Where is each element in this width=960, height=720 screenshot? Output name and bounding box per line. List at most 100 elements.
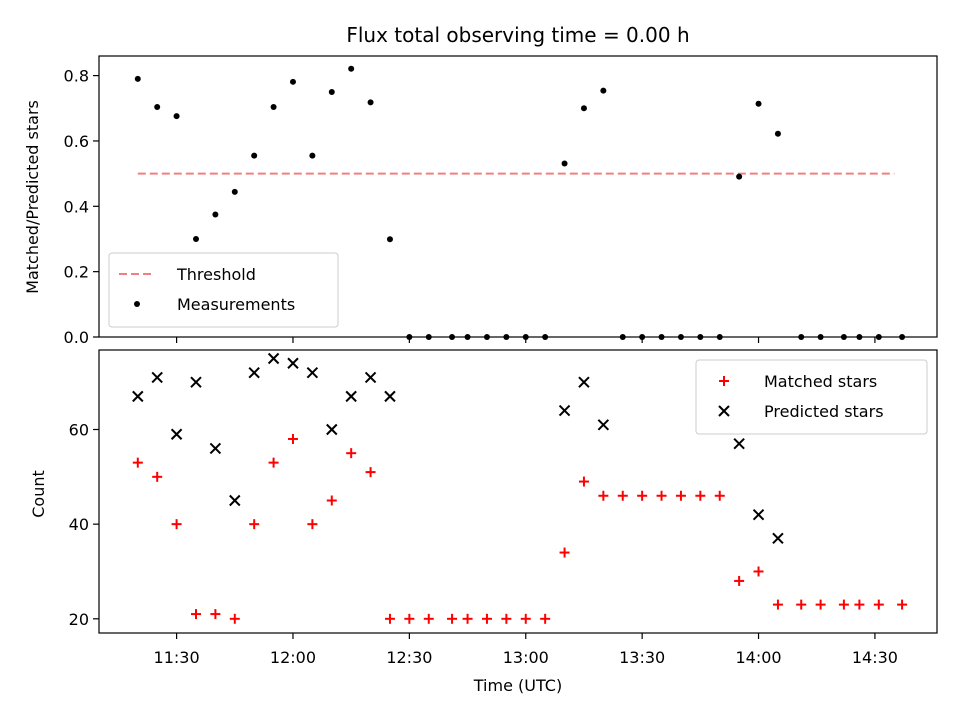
matched-star-point [268, 457, 279, 468]
predicted-star-point [597, 419, 610, 431]
x-tick-label: 14:00 [735, 648, 781, 667]
x-b [151, 371, 163, 384]
x-b [170, 428, 183, 440]
matched-star-point [854, 599, 865, 610]
x-b [772, 532, 784, 545]
measurement-point [154, 103, 161, 110]
bottom-panel: 20 40 60 11:30 12:00 12:30 13:00 13:30 14:00 14:3… [69, 349, 938, 667]
measurement-point [212, 211, 219, 218]
matched-star-point [462, 613, 473, 624]
measurement-point [173, 113, 180, 120]
matched-star-point [559, 547, 570, 558]
matched-star-point [695, 490, 706, 501]
predicted-star-point [733, 437, 745, 450]
measurement-point [580, 105, 587, 112]
bottom-y-axis-label: Count [29, 470, 48, 518]
x-b [733, 437, 745, 450]
legend-predicted-swatch [718, 405, 730, 417]
y-tick-label: 60 [69, 421, 89, 440]
predicted-star-point [132, 390, 144, 403]
matched-star-point [404, 613, 415, 624]
matched-star-point [501, 613, 512, 624]
predicted-star-point [306, 367, 319, 379]
matched-star-point [578, 476, 589, 487]
matched-star-point [249, 519, 260, 530]
matched-star-point [772, 599, 783, 610]
legend-label: Measurements [177, 295, 295, 314]
measurement-point [134, 75, 141, 82]
matched-star-point [307, 519, 318, 530]
x-b [558, 404, 571, 417]
matched-star-point [796, 599, 807, 610]
matched-star-point [753, 566, 764, 577]
measurement-point [328, 88, 335, 95]
matched-star-point [171, 519, 182, 530]
y-tick-label: 0.0 [64, 328, 89, 347]
x-b [229, 494, 241, 507]
legend-label: Predicted stars [764, 402, 884, 421]
matched-star-point [481, 613, 492, 624]
measurement-point [289, 78, 296, 85]
matched-star-point [540, 613, 551, 624]
predicted-star-point [752, 508, 765, 521]
plot-frame [98, 55, 938, 338]
predicted-star-point [364, 371, 377, 384]
matched-star-point [132, 457, 143, 468]
x-b [326, 423, 338, 436]
predicted-star-point [326, 423, 338, 436]
matched-star-point [598, 490, 609, 501]
y-tick-label: 0.4 [64, 197, 89, 216]
x-tick-label: 13:00 [503, 648, 549, 667]
matched-star-point [229, 613, 240, 624]
measurement-point [231, 188, 238, 195]
matched-star-point [152, 471, 163, 482]
x-b [287, 357, 299, 369]
matched-star-point [287, 433, 298, 444]
measurement-point [348, 65, 355, 72]
matched-star-point [423, 613, 434, 624]
matched-star-point [675, 490, 686, 501]
predicted-star-point [248, 367, 260, 379]
x-b [752, 508, 765, 521]
x-tick-label: 11:30 [154, 648, 200, 667]
y-tick-label: 40 [69, 515, 89, 534]
predicted-star-point [209, 442, 222, 455]
measurement-point [309, 152, 316, 159]
x-b [345, 390, 357, 403]
x-tick-label: 14:30 [852, 648, 898, 667]
legend-measurement-swatch [134, 301, 140, 307]
legend-box [695, 359, 928, 435]
predicted-star-point [287, 357, 299, 369]
matched-star-point [346, 448, 357, 459]
matched-star-point [637, 490, 648, 501]
predicted-star-point [190, 376, 202, 388]
y-tick-label: 0.8 [64, 67, 89, 86]
measurement-point [755, 100, 762, 107]
legend: Threshold Measurements [108, 252, 339, 328]
predicted-star-point [558, 404, 571, 417]
measurement-point [367, 99, 374, 106]
legend: Matched stars Predicted stars [695, 359, 928, 435]
matched-star-point [326, 495, 337, 506]
top-panel: 0.0 0.2 0.4 0.6 0.8 Threshold Measurements [64, 55, 938, 347]
matched-star-point [873, 599, 884, 610]
measurement-point [192, 235, 199, 242]
top-y-axis-label: Matched/Predicted stars [23, 100, 42, 294]
matched-star-point [838, 599, 849, 610]
matched-star-point [656, 490, 667, 501]
legend-label: Threshold [176, 265, 256, 284]
matched-star-point [210, 609, 221, 620]
x-b [209, 442, 222, 455]
measurement-point [600, 87, 607, 94]
matched-star-point [714, 490, 725, 501]
x-b [248, 367, 260, 379]
matched-star-point [897, 599, 908, 610]
predicted-star-point [229, 494, 241, 507]
x-b [190, 376, 202, 388]
x-b [267, 352, 280, 365]
legend-label: Matched stars [764, 372, 877, 391]
measurement-point [561, 160, 568, 167]
x-b [384, 390, 396, 403]
x-b [597, 419, 610, 431]
